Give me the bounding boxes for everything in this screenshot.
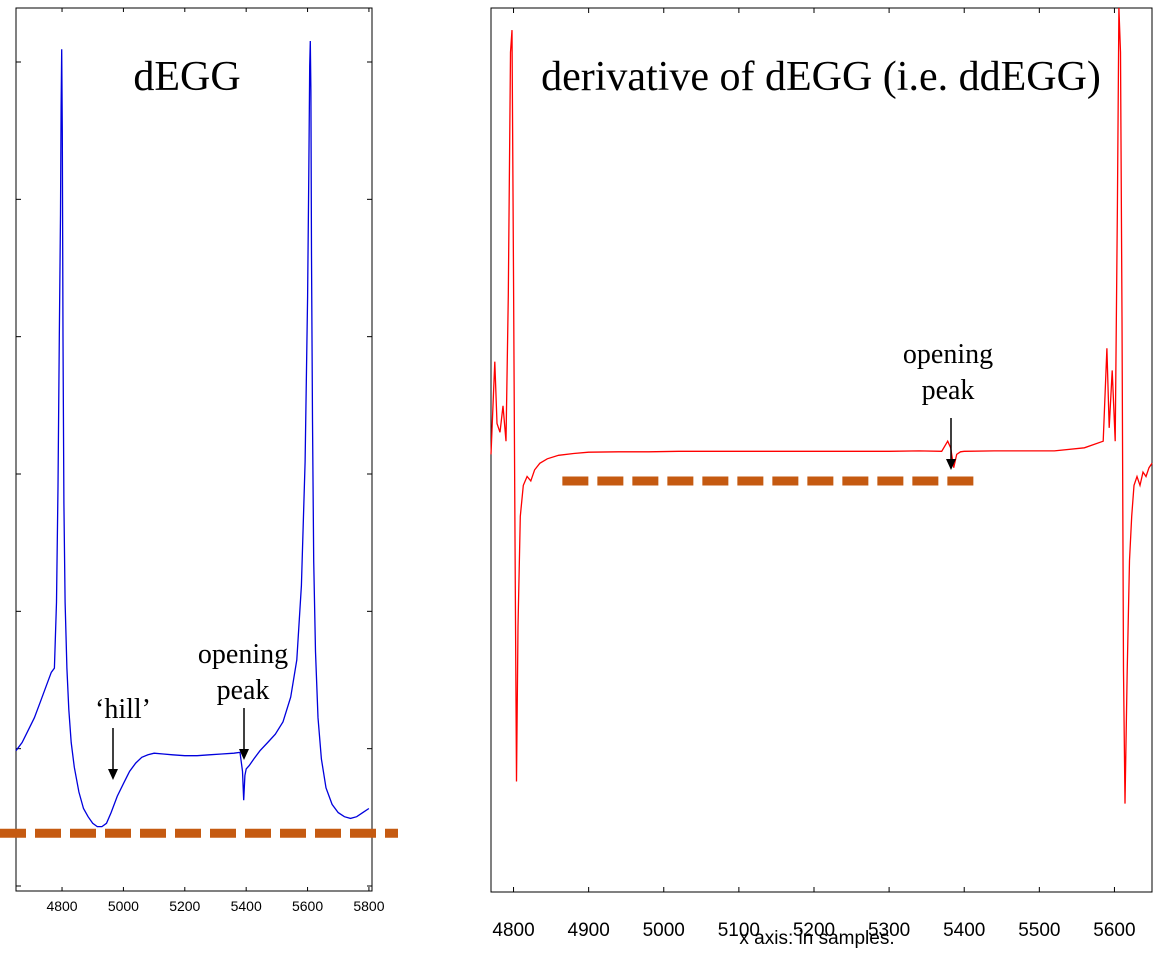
x-tick-label: 5400 <box>231 898 262 914</box>
annotation-opening-peak-left-arrowhead <box>239 749 249 760</box>
x-tick-label: 5000 <box>643 920 685 941</box>
x-tick-label: 5500 <box>1018 920 1060 941</box>
x-tick-label: 5400 <box>943 920 985 941</box>
x-tick-label: 5100 <box>718 920 760 941</box>
chart-title-right: derivative of dEGG (i.e. ddEGG) <box>541 54 1101 100</box>
annotation-hill: ‘hill’ <box>95 694 151 780</box>
x-tick-label: 5200 <box>793 920 835 941</box>
series-line-ddegg <box>490 7 1153 804</box>
annotation-hill-arrowhead <box>108 769 118 780</box>
x-axis-label-right: x axis: in samples. <box>739 928 894 949</box>
annotation-opening-peak-right: opening peak <box>903 339 993 470</box>
annotation-opening-peak-left-line2: peak <box>217 675 270 706</box>
annotation-opening-peak-left-line1: opening <box>198 639 288 670</box>
x-tick-label: 4900 <box>568 920 610 941</box>
x-ticks-left: 4800 5000 5200 5400 5600 5800 <box>46 8 385 914</box>
series-line-degg <box>15 40 370 828</box>
x-tick-label: 5300 <box>868 920 910 941</box>
x-tick-label: 4800 <box>492 920 534 941</box>
x-tick-label: 5600 <box>1093 920 1135 941</box>
chart-ddegg: 4800 4900 5000 5100 5200 5300 5400 5500 5600 der… <box>490 7 1153 949</box>
x-tick-label: 5000 <box>108 898 139 914</box>
x-tick-label: 4800 <box>46 898 77 914</box>
annotation-opening-peak-right-line2: peak <box>922 375 975 406</box>
chart-degg: 4800 5000 5200 5400 5600 5800 dEGG ‘hill’ ope… <box>0 7 398 914</box>
plot-frame-left <box>15 7 373 892</box>
chart-title-left: dEGG <box>133 54 240 100</box>
x-tick-label: 5600 <box>292 898 323 914</box>
annotation-opening-peak-right-arrowhead <box>946 459 956 470</box>
plot-frame-right <box>490 7 1153 893</box>
x-tick-label: 5800 <box>353 898 384 914</box>
annotation-hill-label: ‘hill’ <box>95 694 151 725</box>
annotation-opening-peak-left: opening peak <box>198 639 288 760</box>
x-tick-label: 5200 <box>169 898 200 914</box>
annotation-opening-peak-right-line1: opening <box>903 339 993 370</box>
y-ticks-left <box>16 61 372 887</box>
x-ticks-right: 4800 4900 5000 5100 5200 5300 5400 5500 5600 <box>492 8 1136 941</box>
